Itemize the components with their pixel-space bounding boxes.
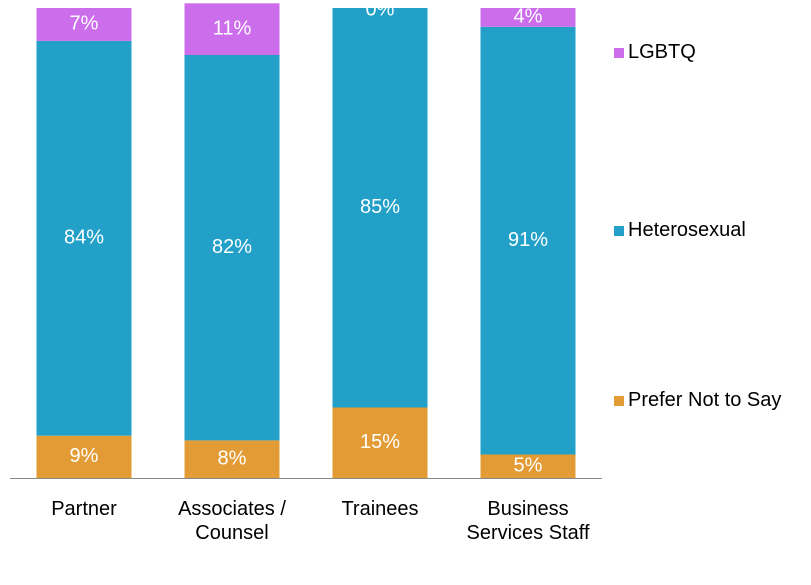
bar-segment xyxy=(480,454,576,478)
legend-swatch xyxy=(614,48,624,58)
x-tick-label: Associates / Counsel xyxy=(178,498,286,544)
legend-label: Prefer Not to Say xyxy=(628,389,782,411)
bar-segment xyxy=(36,435,132,478)
legend-label: LGBTQ xyxy=(628,41,696,63)
x-tick-label: Partner xyxy=(51,498,117,520)
data-label: 5% xyxy=(514,455,543,477)
bar-segment xyxy=(36,8,132,41)
data-label: 0% xyxy=(366,0,395,20)
data-label: 8% xyxy=(218,447,247,469)
bar-segment xyxy=(184,440,280,478)
bar-segment xyxy=(36,40,132,436)
data-label: 4% xyxy=(514,6,543,28)
legend-swatch xyxy=(614,226,624,236)
x-tick-label: Trainees xyxy=(341,498,419,520)
data-label: 9% xyxy=(70,445,99,467)
data-label: 84% xyxy=(64,227,104,249)
data-label: 7% xyxy=(70,13,99,35)
bar-segment xyxy=(332,407,428,478)
data-label: 91% xyxy=(508,229,548,251)
data-label: 11% xyxy=(213,17,252,39)
legend-swatch xyxy=(614,396,624,406)
bar-segment xyxy=(184,55,280,441)
data-label: 85% xyxy=(360,196,400,218)
bar-segment xyxy=(184,3,280,56)
bar-segment xyxy=(480,8,576,27)
bar-segment xyxy=(480,26,576,455)
x-tick-label: Business Services Staff xyxy=(466,498,590,544)
legend-label: Heterosexual xyxy=(628,219,746,241)
data-label: 15% xyxy=(360,431,400,453)
bar-segment xyxy=(332,8,428,408)
data-label: 82% xyxy=(212,236,252,258)
